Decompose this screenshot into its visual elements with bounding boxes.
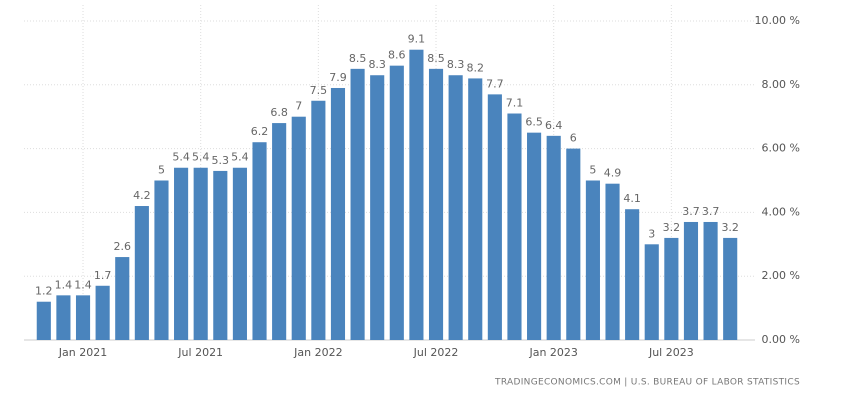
bar xyxy=(330,87,346,341)
y-tick-label: 2.00 % xyxy=(762,269,800,282)
bar xyxy=(546,135,561,340)
value-label: 1.4 xyxy=(74,278,92,291)
bar xyxy=(703,221,718,340)
value-label: 8.3 xyxy=(447,58,465,71)
bar xyxy=(664,237,679,340)
bar xyxy=(95,285,110,340)
y-tick-label: 6.00 % xyxy=(762,142,800,155)
value-label: 5.4 xyxy=(172,151,190,164)
x-tick-label: Jul 2022 xyxy=(413,346,459,359)
bar xyxy=(683,221,699,340)
bar xyxy=(213,170,228,340)
bar xyxy=(723,237,738,340)
x-tick-label: Jan 2022 xyxy=(293,346,342,359)
value-label: 6 xyxy=(570,132,577,145)
bar xyxy=(272,123,287,340)
bar xyxy=(644,244,659,340)
value-label: 5.4 xyxy=(231,151,249,164)
bar xyxy=(527,132,542,340)
value-label: 4.9 xyxy=(604,167,622,180)
value-label: 3.7 xyxy=(702,205,720,218)
bar xyxy=(468,78,483,341)
bar xyxy=(487,94,502,341)
value-label: 4.2 xyxy=(133,189,151,202)
value-label: 7.1 xyxy=(506,97,524,110)
source: TRADINGECONOMICS.COM | U.S. BUREAU OF LA… xyxy=(494,378,800,388)
bar xyxy=(174,167,189,340)
bar xyxy=(566,148,581,340)
value-label: 5.3 xyxy=(212,154,230,167)
bar xyxy=(252,142,267,340)
value-label: 7.9 xyxy=(329,71,347,84)
bar xyxy=(311,100,326,340)
bar xyxy=(389,65,404,340)
value-label: 5.4 xyxy=(192,151,210,164)
y-tick-label: 8.00 % xyxy=(762,78,800,91)
bar xyxy=(134,206,149,340)
value-label: 7.7 xyxy=(486,77,504,90)
value-label: 3.2 xyxy=(721,221,739,234)
bar xyxy=(291,116,306,340)
bar xyxy=(585,180,600,340)
value-label: 3.2 xyxy=(663,221,681,234)
value-label: 8.2 xyxy=(467,61,485,74)
value-label: 2.6 xyxy=(114,240,132,253)
y-tick-label: 10.00 % xyxy=(755,14,800,27)
value-label: 3 xyxy=(648,227,655,240)
value-label: 7 xyxy=(295,100,302,113)
value-label: 8.6 xyxy=(388,49,406,62)
value-label: 7.5 xyxy=(310,84,328,97)
value-label: 4.1 xyxy=(623,192,641,205)
value-label: 1.4 xyxy=(55,278,73,291)
bar xyxy=(232,167,247,340)
bar xyxy=(154,180,169,340)
value-label: 8.3 xyxy=(368,58,386,71)
bar xyxy=(448,75,463,340)
value-label: 6.4 xyxy=(545,119,563,132)
bar xyxy=(56,295,71,340)
y-tick-label: 4.00 % xyxy=(762,205,800,218)
x-tick-label: Jan 2021 xyxy=(58,346,107,359)
bar xyxy=(409,49,424,341)
value-label: 1.7 xyxy=(94,269,112,282)
x-tick-label: Jul 2023 xyxy=(648,346,694,359)
bar xyxy=(350,68,365,340)
bar xyxy=(507,113,522,340)
value-label: 3.7 xyxy=(682,205,700,218)
value-label: 1.2 xyxy=(35,285,53,298)
value-label: 6.8 xyxy=(270,106,288,119)
value-label: 5 xyxy=(158,164,165,177)
value-label: 5 xyxy=(589,164,596,177)
value-label: 6.2 xyxy=(251,125,269,138)
value-label: 8.5 xyxy=(427,52,445,65)
bar xyxy=(193,167,208,340)
bar xyxy=(605,183,620,340)
bar xyxy=(428,68,444,340)
bar xyxy=(370,75,385,340)
bar xyxy=(36,301,51,340)
x-tick-label: Jan 2023 xyxy=(528,346,577,359)
value-label: 8.5 xyxy=(349,52,367,65)
y-tick-label: 0.00 % xyxy=(762,333,800,346)
bar xyxy=(625,209,640,340)
value-label: 9.1 xyxy=(408,33,426,46)
value-label: 6.5 xyxy=(525,116,543,129)
x-tick-label: Jul 2021 xyxy=(177,346,223,359)
bar xyxy=(75,295,91,340)
bar xyxy=(115,257,130,340)
